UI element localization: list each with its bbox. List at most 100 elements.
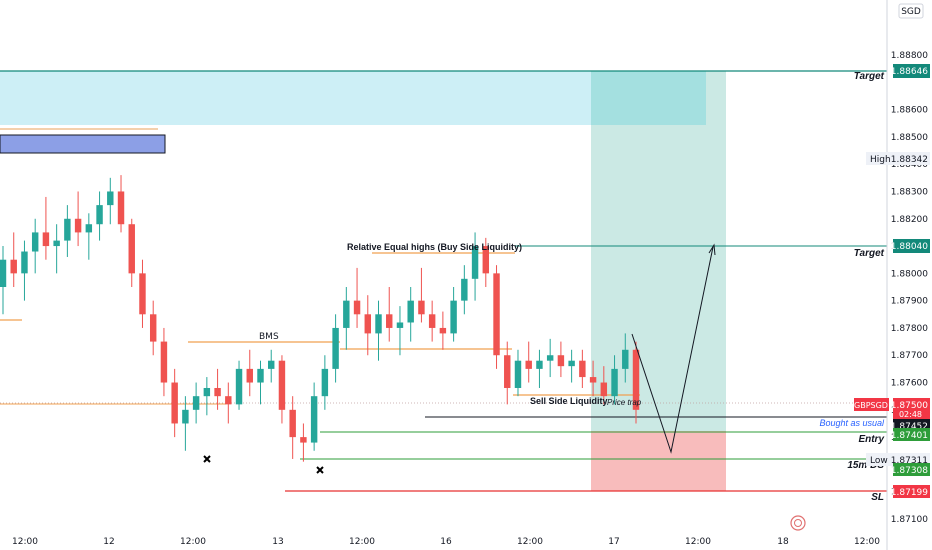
candle: [332, 327, 339, 369]
candle: [450, 300, 457, 334]
note-price-trap: Price trap: [607, 398, 642, 407]
candle: [182, 409, 189, 424]
x-tick-label: 12:00: [349, 537, 375, 547]
y-tick-label: 1.88000: [891, 269, 928, 279]
tag-target2: 1.88040: [891, 242, 928, 252]
y-tick-label: 1.87900: [891, 297, 928, 307]
y-tick-label: 1.87100: [891, 515, 928, 525]
candle: [268, 360, 275, 369]
x-tick-label: 12: [103, 537, 114, 547]
candle: [235, 368, 243, 405]
note-equal-highs: Relative Equal highs (Buy Side Liquidity…: [347, 242, 522, 252]
tag-entry-bg: [893, 428, 930, 441]
candle: [96, 205, 103, 225]
candle: [0, 259, 7, 287]
x-marker-left: [203, 455, 211, 463]
price-axis[interactable]: 1.88800 1.88600 1.88500 1.88400 1.88300 1.882…: [854, 0, 932, 550]
note-ds15: 15m DS: [847, 460, 884, 471]
candle: [321, 368, 329, 397]
candle: [139, 273, 146, 315]
tag-sl-bg: [893, 485, 930, 498]
y-tick-label: 1.88800: [891, 51, 928, 61]
projection-line: [631, 246, 714, 454]
note-entry: Entry: [858, 434, 884, 445]
candle: [579, 360, 586, 378]
candle: [278, 360, 286, 410]
candle: [364, 314, 371, 334]
note-bms: BMS: [259, 332, 279, 342]
candle: [289, 409, 296, 438]
candle: [128, 224, 135, 274]
tag-bought: 1.87452: [891, 422, 928, 432]
candle: [64, 218, 71, 241]
candle: [611, 368, 618, 397]
tag-ds15-bg: [893, 463, 930, 476]
candle: [21, 251, 28, 274]
profit-zone: [591, 125, 726, 431]
y-tick-label: 1.88600: [891, 106, 928, 116]
candle: [171, 382, 178, 424]
tag-countdown: 02:48: [899, 410, 922, 419]
candle: [107, 191, 114, 206]
candle: [117, 191, 125, 225]
candle: [375, 314, 382, 334]
candle: [246, 368, 253, 383]
tag-high-bg: [866, 152, 930, 165]
y-tick-label: 1.88200: [891, 215, 928, 225]
candle: [310, 396, 318, 443]
time-axis[interactable]: 12:00 12 12:00 13 12:00 16 12:00 17 12:00 18 12:00: [12, 537, 880, 547]
x-tick-label: 12:00: [12, 537, 38, 547]
candle: [257, 368, 264, 383]
tag-entry: 1.87401: [891, 431, 928, 441]
candle: [439, 327, 447, 334]
candle: [203, 387, 211, 397]
y-tick-label: 1.88500: [891, 133, 928, 143]
projection-path: [203, 243, 716, 474]
x-tick-label: 13: [272, 537, 283, 547]
supply-zone: [0, 71, 706, 125]
candle: [536, 360, 543, 369]
candle: [632, 349, 640, 410]
candle: [85, 224, 93, 233]
candle: [418, 300, 425, 315]
candle: [471, 246, 479, 279]
candle: [74, 218, 82, 233]
x-marker-right: [316, 466, 324, 474]
tag-ds15: 1.87308: [891, 466, 928, 476]
tradingview-badge-icon[interactable]: [790, 515, 806, 531]
note-sl: SL: [871, 492, 884, 503]
y-tick-label: 1.87700: [891, 351, 928, 361]
candle: [557, 355, 565, 367]
x-tick-label: 12:00: [685, 537, 711, 547]
candle: [386, 314, 393, 328]
tag-low-label: Low: [870, 456, 888, 466]
x-tick-label: 16: [440, 537, 452, 547]
tag-sl: 1.87199: [891, 488, 928, 498]
candle: [396, 322, 404, 328]
candle: [514, 360, 522, 388]
tag-current: 1.87500: [891, 401, 928, 411]
candle: [493, 273, 500, 356]
candle: [53, 240, 60, 247]
x-tick-label: 12:00: [517, 537, 543, 547]
candles: [0, 175, 640, 462]
candle: [353, 300, 361, 315]
candle: [192, 396, 200, 410]
candle: [407, 300, 414, 323]
candle: [10, 259, 17, 274]
tag-current-bg: [893, 398, 930, 420]
tag-high-label: High: [870, 155, 891, 165]
candle: [149, 314, 157, 342]
x-tick-labels: 12:00 12 12:00 13 12:00 16 12:00 17 12:00 18 12:00: [12, 537, 880, 547]
x-tick-label: 18: [777, 537, 789, 547]
annotations: Target Target Relative Equal highs (Buy …: [259, 71, 885, 503]
tag-high: 1.88342: [891, 155, 928, 165]
candle: [300, 437, 307, 443]
level-lines: [0, 70, 887, 492]
candle: [428, 314, 436, 328]
candle: [225, 396, 232, 405]
y-tick-label: 1.87800: [891, 324, 928, 334]
stop-loss-zone: [591, 431, 726, 491]
chart-zones: [0, 71, 726, 491]
